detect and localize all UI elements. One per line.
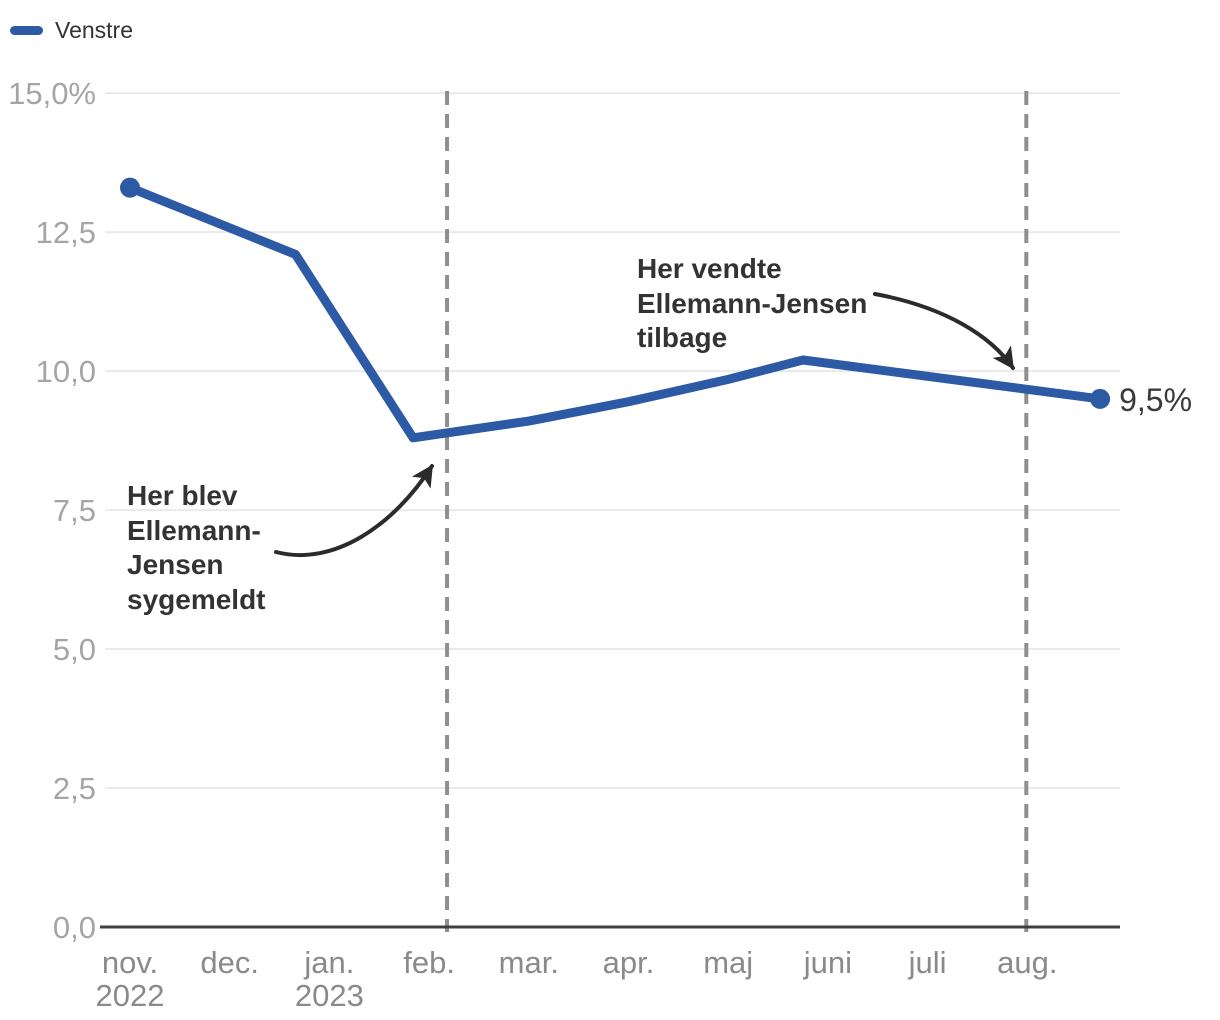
x-tick-label: mar.	[499, 945, 559, 980]
annotation-tilbage: Her vendte Ellemann-Jensen tilbage	[637, 252, 867, 356]
annotation-line: sygemeldt	[127, 583, 266, 615]
legend-line-swatch	[10, 26, 43, 35]
y-tick-label: 10,0	[36, 354, 96, 389]
end-value-label: 9,5%	[1119, 382, 1192, 418]
x-tick-label: dec.	[200, 945, 259, 980]
series-start-marker	[120, 177, 140, 198]
annotation-line: Ellemann-	[127, 514, 261, 546]
annotation-arrow-tilbage	[873, 292, 1015, 370]
x-tick-label: aug.	[997, 945, 1057, 980]
annotation-line: tilbage	[637, 322, 728, 353]
annotation-line: Jensen	[127, 549, 224, 580]
x-tick-label: jan.	[303, 945, 354, 980]
x-tick-label: maj	[703, 945, 753, 980]
y-tick-label: 15,0%	[8, 76, 96, 111]
y-tick-label: 7,5	[53, 493, 96, 528]
x-tick-year-label: 2022	[96, 978, 165, 1013]
x-tick-label: juni	[803, 945, 852, 980]
y-tick-label: 0,0	[53, 910, 96, 945]
legend: Venstre	[10, 17, 133, 44]
legend-label: Venstre	[55, 17, 133, 43]
y-tick-label: 5,0	[53, 632, 96, 667]
annotation-line: Ellemann-Jensen	[637, 287, 868, 319]
x-tick-label: apr.	[603, 945, 655, 980]
x-tick-label: nov.	[102, 945, 158, 980]
x-tick-label: juli	[908, 945, 947, 980]
annotation-line: Her blev	[127, 480, 238, 511]
annotation-sygemeldt: Her blev Ellemann- Jensen sygemeldt	[127, 479, 266, 617]
series-end-marker	[1090, 388, 1111, 409]
x-tick-label: feb.	[403, 945, 455, 980]
y-tick-label: 12,5	[36, 215, 96, 250]
annotation-line: Her vendte	[637, 253, 782, 284]
y-tick-label: 2,5	[53, 771, 96, 806]
x-tick-year-label: 2023	[295, 978, 364, 1013]
series-line	[125, 183, 1105, 443]
annotation-arrow-sygemeldt	[274, 464, 434, 558]
